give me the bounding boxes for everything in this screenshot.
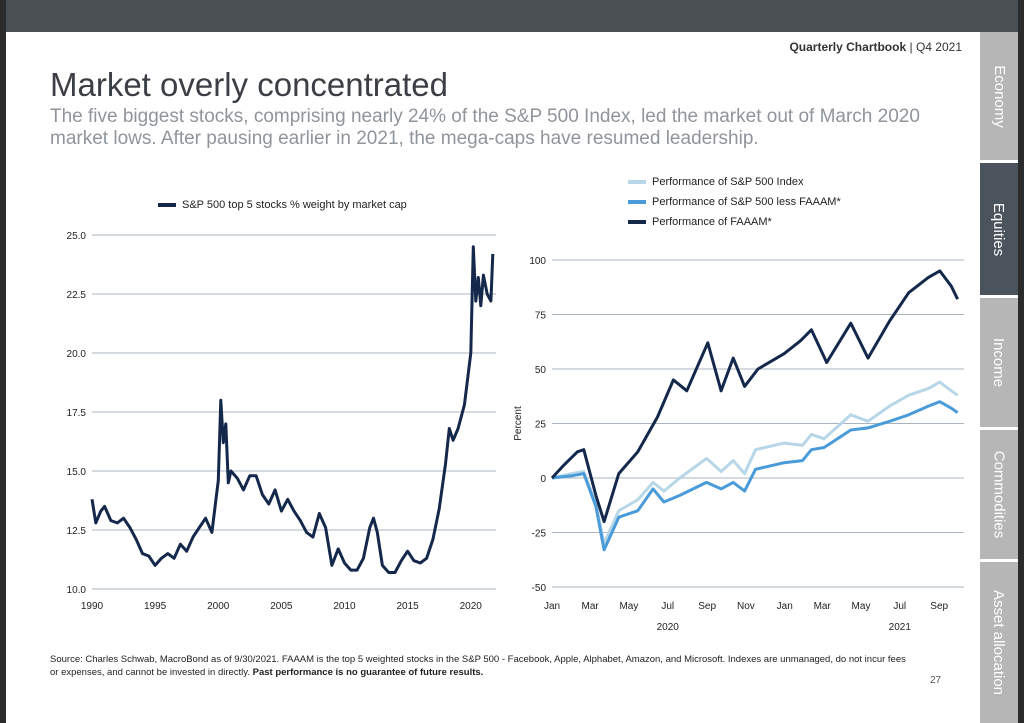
tab-economy[interactable]: Economy bbox=[980, 32, 1018, 160]
slide: Quarterly Chartbook | Q4 2021 Market ove… bbox=[6, 0, 1018, 723]
left-y-tick-label: 10.0 bbox=[67, 585, 87, 596]
right-x-year-label: 2021 bbox=[889, 622, 912, 633]
right-x-month-label: Sep bbox=[930, 601, 948, 612]
right-x-year-label: 2020 bbox=[657, 622, 680, 633]
legend-swatch-sp500 bbox=[628, 180, 646, 184]
tab-asset-allocation[interactable]: Asset allocation bbox=[980, 562, 1018, 723]
right-x-month-label: Jan bbox=[777, 601, 793, 612]
footnote-source: Source: Charles Schwab, MacroBond as of … bbox=[50, 654, 906, 678]
left-x-tick-label: 1995 bbox=[144, 601, 167, 612]
top5-weight-line bbox=[90, 245, 495, 574]
right-x-month-label: Jul bbox=[661, 601, 674, 612]
legend-label-sp500: Performance of S&P 500 Index bbox=[652, 176, 804, 188]
right-x-month-label: Mar bbox=[814, 601, 832, 612]
right-y-tick-label: 0 bbox=[540, 474, 546, 485]
legend-item-sp500-less-faaam: Performance of S&P 500 less FAAAM* bbox=[628, 196, 841, 208]
legend-swatch-sp500-less bbox=[628, 200, 646, 204]
chartbook-header: Quarterly Chartbook | Q4 2021 bbox=[789, 40, 962, 54]
right-x-month-label: Jul bbox=[893, 601, 906, 612]
left-x-tick-label: 2000 bbox=[207, 601, 230, 612]
left-y-tick-label: 12.5 bbox=[67, 526, 87, 537]
legend-swatch-top5 bbox=[158, 203, 176, 207]
right-y-tick-label: 75 bbox=[535, 311, 547, 322]
page-title: Market overly concentrated bbox=[50, 66, 449, 103]
tab-commodities[interactable]: Commodities bbox=[980, 430, 1018, 559]
right-y-tick-label: 50 bbox=[535, 365, 547, 376]
legend-label-faaam: Performance of FAAAM* bbox=[652, 216, 772, 228]
right-x-month-label: Mar bbox=[582, 601, 600, 612]
left-y-tick-label: 15.0 bbox=[67, 467, 87, 478]
chartbook-brand: Quarterly Chartbook bbox=[789, 40, 907, 54]
left-x-tick-label: 2020 bbox=[460, 601, 483, 612]
right-y-tick-label: -50 bbox=[532, 583, 547, 594]
right-x-month-label: Jan bbox=[544, 601, 560, 612]
left-y-tick-label: 25.0 bbox=[67, 231, 87, 242]
right-y-axis-label: Percent bbox=[513, 406, 524, 441]
section-tabs: Economy Equities Income Commodities Asse… bbox=[980, 32, 1018, 723]
legend-label-top5: S&P 500 top 5 stocks % weight by market … bbox=[182, 199, 407, 211]
sp500-line bbox=[551, 380, 959, 545]
source-footnote: Source: Charles Schwab, MacroBond as of … bbox=[50, 653, 910, 679]
sp500-less-faaam-line bbox=[551, 400, 959, 552]
left-x-tick-label: 2010 bbox=[333, 601, 356, 612]
right-y-tick-label: -25 bbox=[532, 529, 547, 540]
tab-equities[interactable]: Equities bbox=[980, 163, 1018, 295]
legend-label-sp500-less: Performance of S&P 500 less FAAAM* bbox=[652, 196, 841, 208]
left-y-tick-label: 20.0 bbox=[67, 349, 87, 360]
top5-weight-chart: 10.0 12.5 15.0 17.5 20.0 22.5 25.0 1990 1995 2000… bbox=[67, 231, 964, 633]
right-y-tick-label: 25 bbox=[535, 420, 547, 431]
left-y-tick-label: 17.5 bbox=[67, 408, 87, 419]
tab-income[interactable]: Income bbox=[980, 298, 1018, 427]
footnote-disclaimer: Past performance is no guarantee of futu… bbox=[252, 667, 484, 678]
right-y-tick-label: 100 bbox=[529, 256, 546, 267]
left-x-tick-label: 2005 bbox=[270, 601, 293, 612]
legend-item-top5-weight: S&P 500 top 5 stocks % weight by market … bbox=[158, 199, 407, 211]
legend-item-faaam: Performance of FAAAM* bbox=[628, 216, 772, 228]
legend-swatch-faaam bbox=[628, 220, 646, 224]
right-x-month-label: Sep bbox=[698, 601, 716, 612]
legend-item-sp500: Performance of S&P 500 Index bbox=[628, 176, 803, 188]
right-x-month-label: May bbox=[619, 601, 638, 612]
left-y-tick-label: 22.5 bbox=[67, 290, 87, 301]
left-x-tick-label: 2015 bbox=[397, 601, 420, 612]
page-subtitle: The five biggest stocks, comprising near… bbox=[50, 106, 920, 149]
faaam-line bbox=[550, 269, 959, 524]
left-x-tick-label: 1990 bbox=[81, 601, 104, 612]
top-bar bbox=[6, 0, 1018, 32]
page-number: 27 bbox=[930, 675, 942, 686]
right-x-month-label: May bbox=[852, 601, 871, 612]
right-x-month-label: Nov bbox=[737, 601, 755, 612]
chartbook-period: | Q4 2021 bbox=[909, 40, 963, 54]
